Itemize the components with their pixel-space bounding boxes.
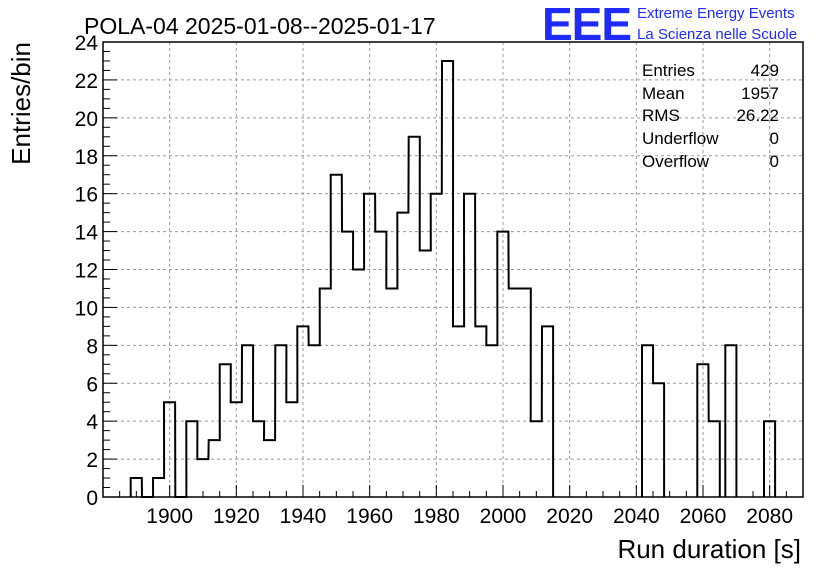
histogram-outline: [129, 60, 777, 498]
histogram-bin: [164, 402, 175, 497]
histogram-bin: [253, 421, 264, 497]
histogram-bin: [275, 345, 286, 497]
histogram-bin: [653, 383, 664, 497]
axis-ticks: [103, 41, 804, 498]
x-tick-label: 2040: [613, 505, 660, 528]
histogram-bin: [420, 251, 431, 497]
x-tick-label: 2080: [746, 505, 793, 528]
x-tick-label: 2060: [680, 505, 727, 528]
x-tick-label: 1940: [280, 505, 327, 528]
chart-title: POLA-04 2025-01-08--2025-01-17: [84, 13, 436, 39]
histogram-bin: [431, 194, 442, 497]
histogram-bin: [320, 288, 331, 497]
y-tick-label: 12: [75, 260, 98, 283]
y-tick-label: 16: [75, 184, 98, 207]
y-tick-label: 14: [75, 222, 99, 245]
stats-label: Mean: [642, 84, 685, 103]
y-tick-label: 22: [75, 70, 98, 93]
stats-label: Overflow: [642, 152, 710, 171]
histogram-bin: [442, 61, 453, 497]
y-axis-label: Entries/bin: [6, 42, 36, 165]
histogram-bin: [486, 345, 497, 497]
histogram-bin: [453, 326, 464, 497]
histogram-bin: [642, 345, 653, 497]
histogram-bin: [531, 421, 542, 497]
x-tick-label: 1920: [213, 505, 260, 528]
histogram-bin: [386, 288, 397, 497]
stats-box: Entries 429 Mean 1957 RMS 26.22 Underflow 0 Over…: [642, 61, 779, 171]
stats-value: 26.22: [736, 106, 779, 125]
stats-value: 0: [770, 152, 779, 171]
y-tick-label: 2: [86, 449, 98, 472]
histogram-bin: [764, 421, 775, 497]
histogram-bin: [286, 402, 297, 497]
histogram-bin: [220, 364, 231, 497]
histogram-bin: [520, 288, 531, 497]
histogram-bin: [197, 459, 208, 497]
y-tick-label: 0: [86, 487, 98, 510]
y-tick-label: 10: [75, 297, 98, 320]
eee-logo-line2: La Scienza nelle Scuole: [637, 26, 797, 43]
x-tick-label: 2020: [546, 505, 593, 528]
y-tick-label: 24: [75, 32, 99, 55]
y-tick-label: 4: [86, 411, 98, 434]
stats-label: Underflow: [642, 129, 719, 148]
y-tick-label: 20: [75, 108, 98, 131]
y-tick-label: 18: [75, 146, 98, 169]
histogram-bin: [342, 232, 353, 497]
stats-label: Entries: [642, 61, 695, 80]
histogram-bin: [475, 326, 486, 497]
histogram-bin: [709, 421, 720, 497]
histogram-bin: [497, 232, 508, 497]
histogram-bin: [464, 194, 475, 497]
histogram-bins: [131, 61, 775, 497]
stats-label: RMS: [642, 106, 680, 125]
stats-value: 1957: [741, 84, 779, 103]
histogram-bin: [509, 288, 520, 497]
x-tick-label: 1980: [413, 505, 460, 528]
histogram-bin: [331, 175, 342, 497]
x-tick-label: 1900: [146, 505, 193, 528]
histogram-bin: [397, 213, 408, 497]
x-tick-labels: 1900 1920 1940 1960 1980 2000 2020 2040 2060 2080: [146, 505, 793, 528]
histogram-bin: [297, 326, 308, 497]
eee-logo-line1: Extreme Energy Events: [637, 5, 795, 22]
histogram-bin: [264, 440, 275, 497]
stats-value: 429: [751, 61, 779, 80]
x-axis-label: Run duration [s]: [617, 534, 801, 564]
y-tick-label: 8: [86, 335, 98, 358]
histogram-bin: [375, 232, 386, 497]
histogram-bin: [309, 345, 320, 497]
stats-value: 0: [770, 129, 779, 148]
y-tick-label: 6: [86, 373, 98, 396]
histogram-bin: [542, 326, 553, 497]
histogram-bin: [131, 478, 142, 497]
histogram-bin: [697, 364, 708, 497]
histogram-bin: [725, 345, 736, 497]
x-tick-label: 2000: [480, 505, 527, 528]
x-tick-label: 1960: [346, 505, 393, 528]
histogram-bin: [242, 345, 253, 497]
histogram-bin: [409, 137, 420, 497]
histogram-bin: [364, 194, 375, 497]
histogram-bin: [231, 402, 242, 497]
histogram-bin: [186, 421, 197, 497]
histogram-bin: [353, 270, 364, 498]
histogram-bin: [153, 478, 164, 497]
histogram-bin: [209, 440, 220, 497]
